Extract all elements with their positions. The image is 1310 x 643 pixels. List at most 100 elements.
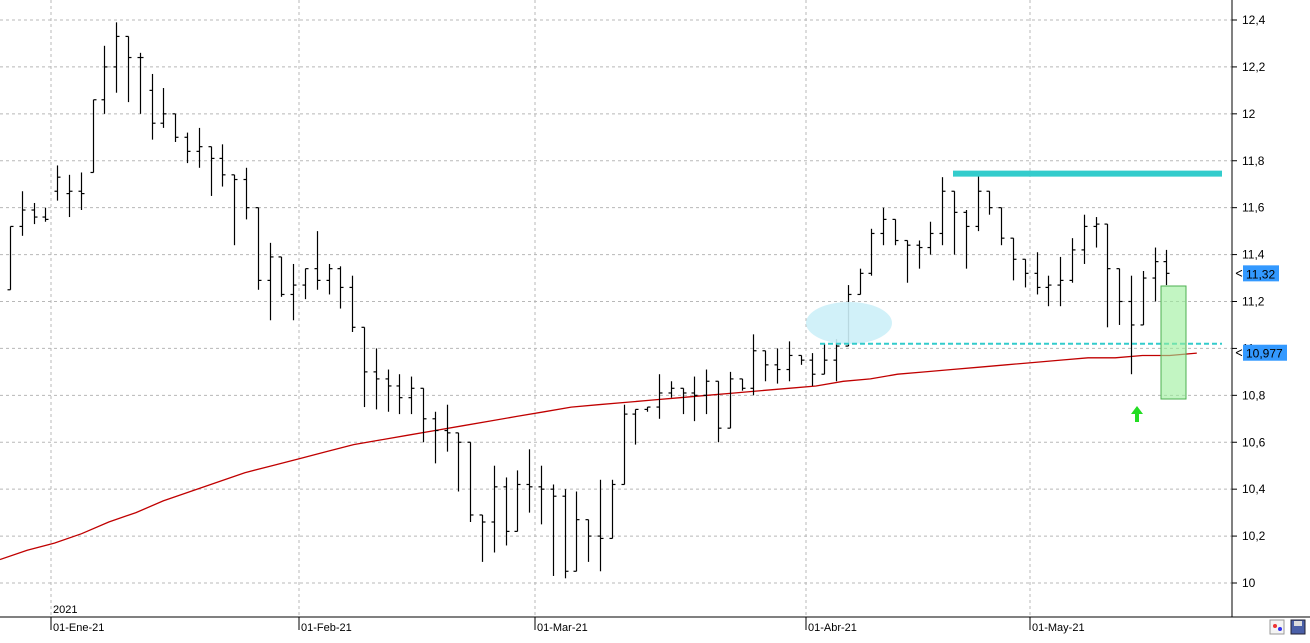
price-bar xyxy=(986,190,993,215)
price-bar xyxy=(432,411,439,464)
price-bar xyxy=(1116,268,1123,325)
y-tick-label: 10 xyxy=(1242,576,1256,590)
y-tick-label: 11,6 xyxy=(1242,201,1265,215)
price-bar xyxy=(467,441,474,523)
price-bar xyxy=(609,479,616,540)
price-bar xyxy=(774,348,781,384)
price-bar xyxy=(219,144,226,187)
support-pointer xyxy=(1235,349,1243,357)
price-bar xyxy=(196,127,203,168)
y-tick-label: 10,6 xyxy=(1242,435,1266,449)
price-bar xyxy=(538,465,545,525)
price-bar xyxy=(585,519,592,562)
price-bar xyxy=(255,207,262,290)
y-tick-label: 10,8 xyxy=(1242,388,1266,402)
y-tick-label: 12,2 xyxy=(1242,60,1266,74)
price-bar xyxy=(78,172,85,211)
x-tick-label: 01-Ene-21 xyxy=(53,622,104,634)
price-bar xyxy=(750,334,757,396)
price-bar xyxy=(1057,256,1064,307)
price-bar xyxy=(243,167,250,220)
price-bar xyxy=(231,174,238,246)
price-bar xyxy=(1128,275,1135,375)
price-bar xyxy=(562,489,569,579)
last-price-box xyxy=(1243,265,1279,282)
price-bar xyxy=(526,449,533,513)
x-tick-label: 01-May-21 xyxy=(1032,622,1085,634)
price-bar xyxy=(1104,223,1111,328)
price-bar xyxy=(290,263,297,321)
price-bar xyxy=(1022,258,1029,288)
price-bar xyxy=(632,408,639,445)
price-bar xyxy=(267,242,274,321)
price-bar xyxy=(939,177,946,246)
price-bar xyxy=(361,326,368,408)
price-bar xyxy=(420,387,427,443)
price-bar xyxy=(904,239,911,283)
price-bar xyxy=(172,113,179,142)
price-bar xyxy=(137,52,144,114)
moving-average-path xyxy=(0,352,1197,561)
price-bar xyxy=(1140,271,1147,326)
price-bar xyxy=(703,369,710,415)
price-bar xyxy=(208,146,215,196)
price-bar xyxy=(998,207,1005,246)
price-bar xyxy=(149,73,156,140)
price-bar xyxy=(408,376,415,415)
price-bar xyxy=(455,432,462,492)
price-bar xyxy=(656,374,663,419)
price-bar xyxy=(621,404,628,486)
price-bar xyxy=(798,354,805,365)
price-bar xyxy=(762,350,769,382)
y-tick-label: 12 xyxy=(1242,107,1256,121)
price-bar xyxy=(1093,217,1100,248)
price-bars xyxy=(7,22,1170,579)
price-bar xyxy=(715,380,722,443)
price-bar xyxy=(868,228,875,276)
palette-icon xyxy=(1269,619,1285,635)
palette-icon xyxy=(1278,627,1282,631)
price-bar xyxy=(491,465,498,553)
up-arrow-icon xyxy=(1131,406,1143,422)
price-bar xyxy=(314,231,321,290)
price-bar xyxy=(857,268,864,296)
price-bar xyxy=(1163,249,1170,286)
price-bar xyxy=(550,484,557,576)
price-bar xyxy=(54,165,61,201)
price-bar xyxy=(326,263,333,295)
price-bar xyxy=(880,207,887,246)
price-bar xyxy=(113,22,120,93)
price-bar xyxy=(66,174,73,218)
price-bar xyxy=(916,240,923,269)
price-bar xyxy=(927,221,934,255)
support-price-label: 10,977 xyxy=(1246,347,1283,361)
price-bar xyxy=(302,268,309,300)
last-price-pointer xyxy=(1235,269,1243,277)
y-tick-label: 11,4 xyxy=(1242,248,1265,262)
x-tick-label: 01-Abr-21 xyxy=(808,622,857,634)
price-bar xyxy=(739,378,746,391)
price-bar xyxy=(963,210,970,269)
y-tick-label: 10,4 xyxy=(1242,482,1266,496)
price-bar xyxy=(951,190,958,255)
price-bar xyxy=(1034,252,1041,295)
price-bar xyxy=(444,404,451,452)
x-tick-label: 01-Mar-21 xyxy=(537,622,588,634)
price-bar xyxy=(786,341,793,382)
price-bar xyxy=(503,477,510,546)
price-bar xyxy=(31,202,38,225)
y-tick-label: 10,2 xyxy=(1242,529,1266,543)
price-bar xyxy=(514,470,521,532)
price-bar xyxy=(668,381,675,398)
price-bar xyxy=(278,256,285,297)
moving-average-line xyxy=(0,352,1197,561)
highlight-box xyxy=(1160,285,1187,400)
y-tick-label: 12,4 xyxy=(1242,13,1266,27)
price-bar xyxy=(1152,247,1159,302)
price-bar xyxy=(1010,237,1017,281)
price-bar xyxy=(184,132,191,164)
price-bar xyxy=(373,348,380,410)
